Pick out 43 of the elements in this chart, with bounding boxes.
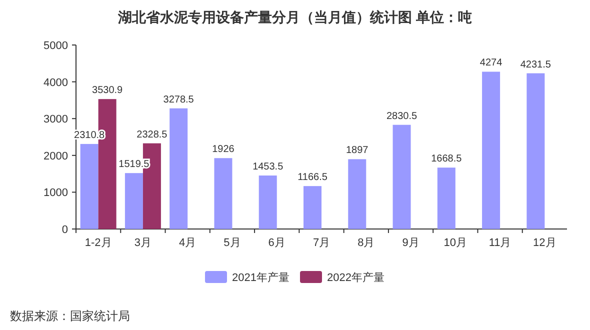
bar [304,186,322,229]
data-label: 1166.5 [298,172,328,184]
bar [258,176,277,229]
bar [80,144,98,229]
y-tick-label: 5000 [44,40,68,52]
bar [437,168,456,229]
x-tick-label: 8月 [358,237,375,249]
chart-title: 湖北省水泥专用设备产量分月（当月值）统计图 单位：吨 [117,9,472,25]
x-tick-label: 12月 [533,237,556,249]
y-tick-label: 0 [62,224,68,236]
y-tick-label: 2000 [44,150,68,162]
x-tick-label: 5月 [224,237,241,249]
bar [214,158,232,229]
x-tick-label: 11月 [488,237,512,249]
y-tick-label: 1000 [44,187,68,200]
bar [348,159,366,229]
legend-label: 2021年产量 [232,271,290,284]
y-tick-label: 3000 [44,114,68,126]
x-tick-label: 7月 [312,237,330,249]
x-tick-label: 4月 [179,237,196,249]
source-note: 数据来源：国家统计局 [10,309,130,323]
bar [392,124,411,229]
y-tick-label: 4000 [44,76,68,89]
data-label: 2328.5 [136,129,168,140]
data-label: 1453.5 [252,162,284,173]
bar [170,108,188,229]
data-label: 1668.5 [431,154,462,165]
data-label: 1897 [346,145,369,156]
data-label: 3278.5 [163,94,194,106]
bar [526,73,545,229]
x-tick-label: 1-2月 [84,237,112,249]
data-label: 4274 [480,58,503,69]
x-tick-label: 9月 [402,237,420,249]
x-tick-label: 3月 [134,237,152,249]
data-label: 3530.9 [92,85,124,96]
data-label: 1926 [212,144,235,156]
bar [482,72,500,229]
data-label: 4231.5 [520,59,552,70]
x-tick-label: 10月 [444,237,468,249]
bar [124,173,143,229]
data-label: 2830.5 [386,110,418,122]
legend-label: 2022年产量 [327,271,384,284]
x-tick-label: 6月 [268,237,286,249]
